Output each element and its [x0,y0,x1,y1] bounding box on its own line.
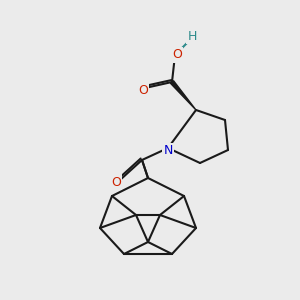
Text: H: H [187,29,197,43]
Polygon shape [170,81,196,110]
Text: N: N [163,145,173,158]
Text: O: O [111,176,121,188]
Text: O: O [172,49,182,62]
Text: O: O [138,83,148,97]
